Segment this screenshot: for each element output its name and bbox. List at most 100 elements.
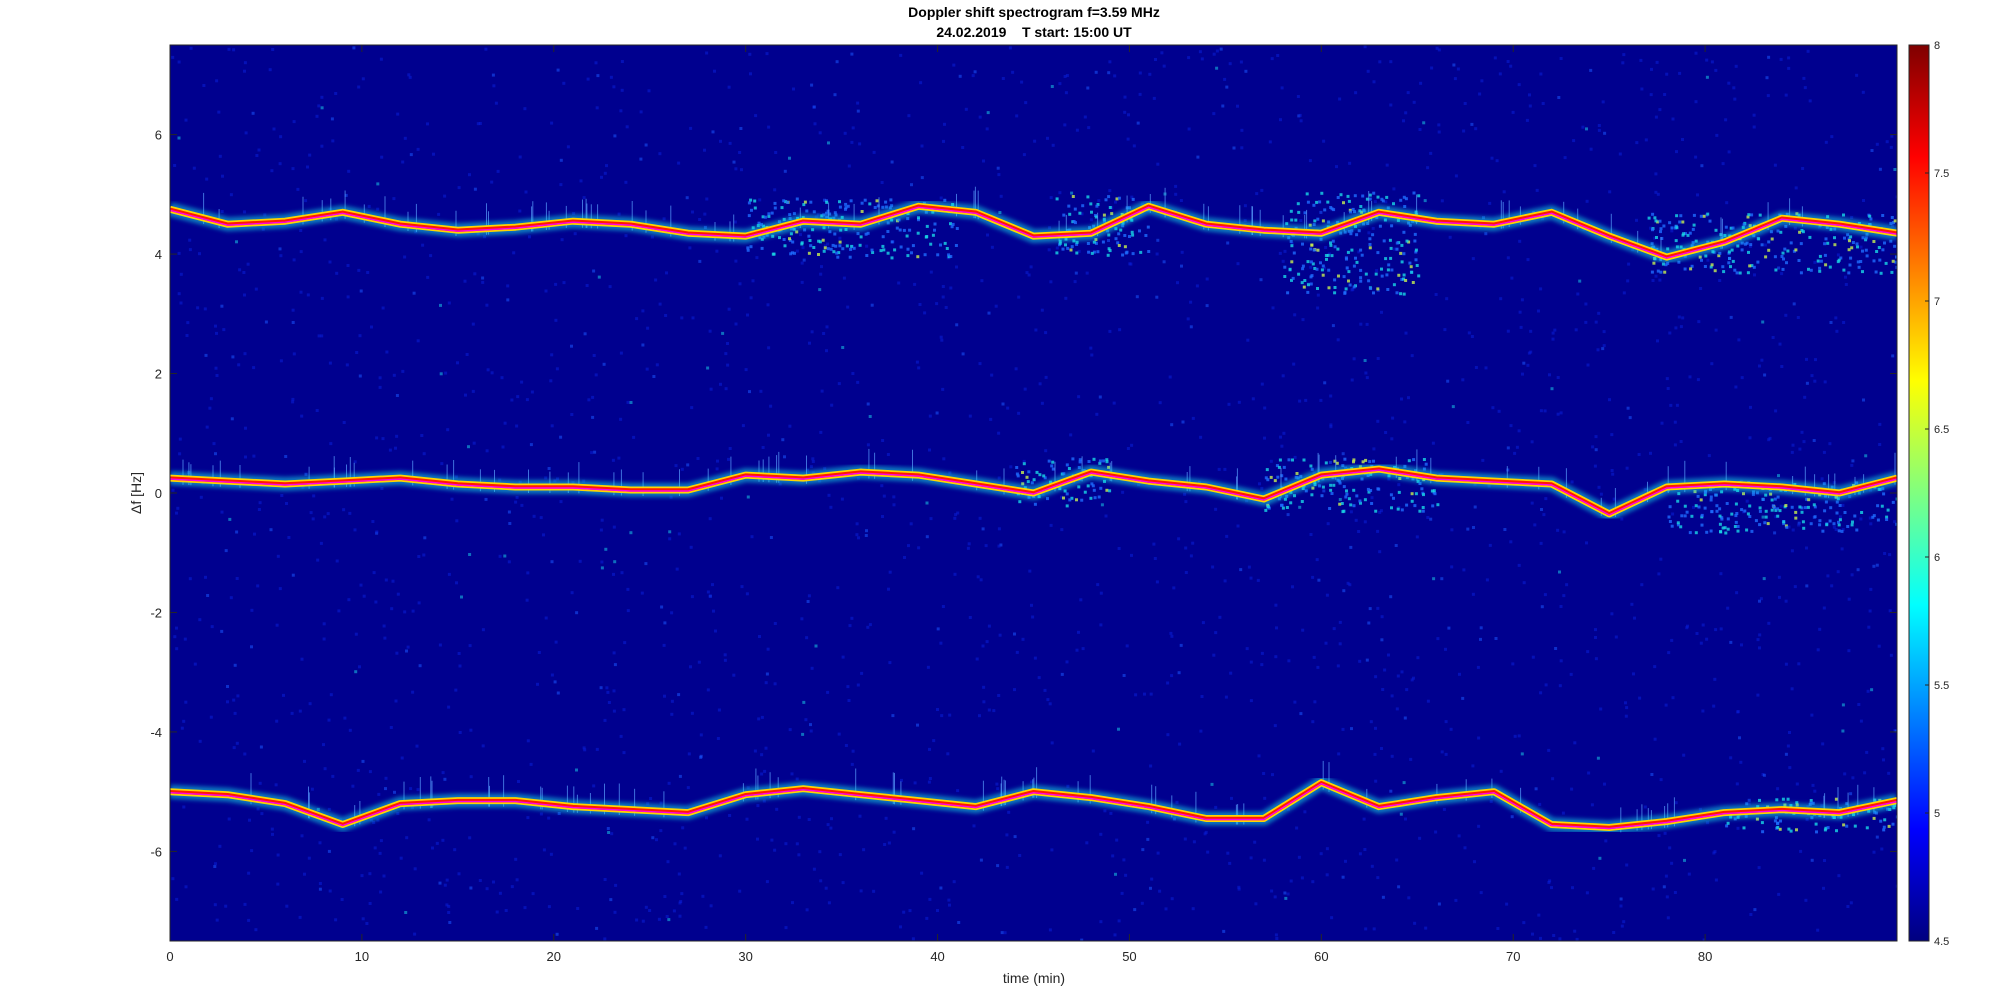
noise-speck (655, 363, 659, 367)
noise-speck (445, 878, 449, 882)
cluster-speck (1719, 530, 1723, 534)
noise-speck (173, 635, 177, 639)
noise-speck (1522, 921, 1526, 925)
cluster-speck (1367, 490, 1371, 494)
noise-speck (1863, 771, 1867, 775)
noise-speck (942, 457, 946, 461)
trace-layer (170, 186, 1897, 835)
cluster-speck (1809, 801, 1813, 805)
cluster-speck (1106, 253, 1110, 257)
cluster-speck (1366, 487, 1370, 491)
noise-speck (1765, 76, 1769, 80)
noise-speck (985, 640, 989, 644)
noise-speck (1513, 734, 1517, 738)
noise-speck (1818, 627, 1822, 631)
noise-speck (1172, 586, 1176, 590)
cluster-speck (1025, 475, 1029, 479)
noise-speck (426, 122, 429, 126)
noise-speck (504, 909, 508, 912)
cluster-speck (1699, 498, 1703, 502)
cluster-speck (1785, 261, 1788, 265)
cluster-speck (1144, 234, 1148, 237)
noise-speck (1189, 554, 1193, 558)
noise-speck (1336, 338, 1340, 342)
noise-speck (501, 445, 505, 449)
noise-speck (329, 693, 333, 697)
noise-speck (481, 276, 485, 280)
noise-speck (1533, 523, 1537, 527)
cluster-speck (1872, 514, 1876, 518)
noise-speck (1644, 138, 1648, 142)
noise-speck (935, 411, 939, 415)
cluster-speck (1709, 498, 1713, 502)
noise-speck (709, 387, 713, 391)
cluster-speck (1359, 276, 1363, 280)
cluster-speck (1300, 281, 1304, 285)
noise-speck (347, 598, 351, 602)
noise-speck (320, 144, 324, 148)
noise-speck (823, 467, 827, 471)
noise-speck (292, 120, 296, 124)
cluster-speck (1861, 249, 1864, 253)
cluster-speck (1022, 462, 1026, 466)
noise-speck (592, 784, 596, 788)
noise-speck (1659, 778, 1663, 782)
noise-speck (1610, 612, 1614, 616)
noise-speck (447, 911, 451, 914)
cluster-speck (1276, 475, 1280, 479)
noise-speck (939, 335, 943, 339)
noise-speck (1132, 144, 1136, 148)
noise-speck (593, 450, 597, 454)
noise-speck (1778, 342, 1782, 346)
cluster-speck (1408, 261, 1412, 265)
noise-speck (1612, 931, 1616, 934)
noise-speck (1099, 623, 1103, 627)
noise-speck (215, 918, 219, 922)
noise-speck (1788, 731, 1791, 734)
noise-speck (550, 121, 554, 125)
noise-speck (1180, 264, 1183, 268)
noise-speck (823, 244, 827, 248)
noise-speck (1034, 328, 1038, 332)
noise-speck (749, 72, 752, 76)
noise-speck (1589, 68, 1593, 72)
noise-speck (795, 777, 799, 781)
cluster-speck (1300, 500, 1304, 503)
noise-speck (1619, 897, 1623, 901)
cluster-speck (1389, 256, 1393, 260)
noise-speck (361, 77, 365, 81)
noise-speck (610, 832, 614, 836)
noise-speck (689, 545, 693, 549)
noise-speck (1463, 102, 1467, 105)
noise-speck (675, 567, 679, 571)
cluster-speck (1320, 268, 1324, 272)
noise-speck (408, 75, 412, 79)
cluster-speck (873, 206, 877, 209)
noise-speck (514, 857, 518, 861)
cluster-speck (1720, 490, 1724, 494)
x-tick-label: 60 (1314, 949, 1328, 964)
noise-speck (1810, 713, 1814, 717)
cluster-speck (1395, 241, 1399, 245)
noise-speck (1125, 644, 1129, 648)
noise-speck (773, 682, 777, 686)
noise-speck (1316, 665, 1320, 669)
noise-speck (218, 154, 222, 158)
cluster-speck (1015, 472, 1019, 476)
cluster-speck (1147, 250, 1151, 253)
cluster-speck (1096, 203, 1100, 206)
cluster-speck (1413, 232, 1417, 236)
noise-speck (900, 778, 903, 782)
noise-speck (1374, 779, 1378, 783)
trace-core-0 (170, 204, 1897, 259)
noise-speck (1367, 621, 1371, 625)
noise-speck (1156, 162, 1160, 166)
noise-speck (1184, 571, 1188, 574)
cluster-speck (1332, 208, 1336, 212)
noise-speck (979, 578, 983, 582)
noise-speck (1585, 127, 1588, 131)
noise-speck (826, 823, 830, 827)
noise-speck (809, 465, 813, 469)
noise-speck (652, 375, 656, 378)
cluster-speck (1748, 264, 1752, 268)
